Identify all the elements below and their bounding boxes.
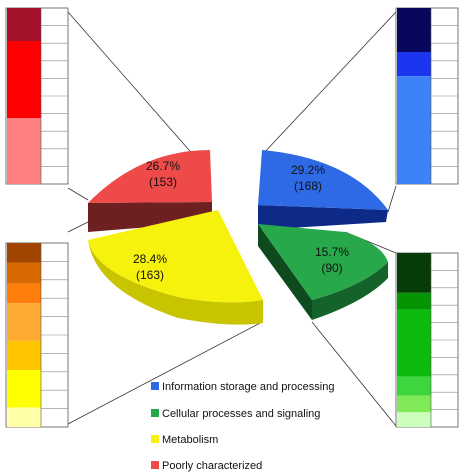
breakdown-segment <box>397 309 431 377</box>
slice-count-label: (90) <box>321 261 342 275</box>
slice-top <box>258 224 388 300</box>
connector-lines <box>67 11 397 427</box>
slice-top <box>88 210 263 303</box>
legend-swatch <box>151 461 159 469</box>
breakdown-segment <box>397 8 431 52</box>
pie-slice-information-storage-and-processing: 29.2% (168) <box>258 150 388 230</box>
breakdown-segment <box>7 283 41 304</box>
breakdown-segment <box>397 253 431 293</box>
breakdown-segment <box>7 41 41 118</box>
legend-swatch <box>151 435 159 443</box>
slice-top <box>258 150 388 210</box>
breakdown-segment <box>7 8 41 41</box>
breakdown-segment <box>397 76 431 184</box>
legend-label: Metabolism <box>162 434 218 446</box>
breakdown-segment <box>397 376 431 396</box>
breakdown-bar <box>395 252 459 428</box>
legend-swatch <box>151 382 159 390</box>
slice-side <box>258 224 312 320</box>
connector-line <box>67 11 197 159</box>
breakdown-segment <box>7 262 41 284</box>
slice-top <box>88 150 212 203</box>
legend: Information storage and processing Cellu… <box>151 381 334 472</box>
breakdown-segment <box>7 407 41 427</box>
slice-percent-label: 26.7% <box>146 159 180 173</box>
breakdown-segment <box>397 292 431 310</box>
breakdown-bar <box>5 242 69 428</box>
breakdown-bar <box>395 7 459 185</box>
breakdown-segment <box>397 52 431 77</box>
breakdown-segment <box>7 303 41 341</box>
slice-count-label: (168) <box>294 179 322 193</box>
connector-line <box>387 185 397 213</box>
legend-label: Information storage and processing <box>162 381 334 393</box>
legend-label: Poorly characterized <box>162 460 262 472</box>
slice-side <box>312 262 388 320</box>
breakdown-segment <box>397 412 431 427</box>
slice-side <box>258 205 388 230</box>
connector-line <box>67 187 89 201</box>
breakdown-segment <box>7 340 41 371</box>
breakdown-segment <box>397 395 431 413</box>
breakdown-segment <box>7 243 41 263</box>
connector-line <box>261 11 397 156</box>
pie-slice-metabolism: 28.4% (163) <box>88 210 263 325</box>
breakdown-segment <box>7 118 41 184</box>
connector-line <box>67 321 263 425</box>
connector-line <box>67 221 89 233</box>
slice-side <box>88 240 263 325</box>
slice-percent-label: 28.4% <box>133 252 167 266</box>
connector-line <box>311 321 397 427</box>
pie-slice-cellular-processes-and-signaling: 15.7% (90) <box>258 224 388 320</box>
slice-count-label: (153) <box>149 175 177 189</box>
breakdown-bar <box>5 7 69 185</box>
slice-percent-label: 15.7% <box>315 245 349 259</box>
breakdown-segment <box>7 370 41 408</box>
legend-label: Cellular processes and signaling <box>162 408 320 420</box>
slice-count-label: (163) <box>136 268 164 282</box>
slice-percent-label: 29.2% <box>291 163 325 177</box>
pie-slice-poorly-characterized: 26.7% (153) <box>88 150 212 232</box>
legend-swatch <box>151 409 159 417</box>
breakdown-bars <box>5 7 459 428</box>
